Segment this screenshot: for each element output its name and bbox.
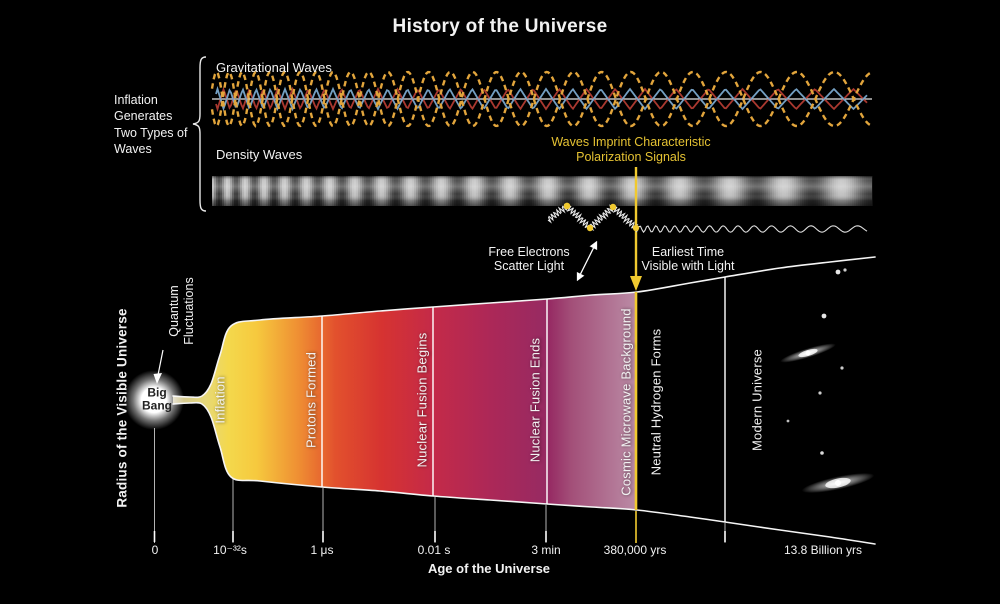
density-strip-shading <box>212 176 872 206</box>
x-axis-title: Age of the Universe <box>427 561 551 576</box>
page-title: History of the Universe <box>392 16 608 37</box>
galaxies <box>780 268 875 493</box>
universe-cone <box>173 292 637 510</box>
polarization-note: Waves Imprint Characteristic Polarizatio… <box>551 135 711 164</box>
free-electrons-label: Free Electrons Scatter Light <box>488 245 570 274</box>
x-tick-1us: 1 μs <box>310 543 334 557</box>
x-tick-380000yrs: 380,000 yrs <box>603 543 667 557</box>
era-label-nuclear-fusion-begins: Nuclear Fusion Begins <box>414 332 430 468</box>
density-waves-label: Density Waves <box>216 147 303 162</box>
x-tick-13-8-billion-yrs: 13.8 Billion yrs <box>783 543 863 557</box>
gravitational-waves-label: Gravitational Waves <box>216 60 332 75</box>
brace <box>192 56 207 212</box>
era-label-inflation: Inflation <box>212 376 228 424</box>
photon-scattering-springs <box>547 202 868 234</box>
x-tick-0-01s: 0.01 s <box>417 543 451 557</box>
quantum-fluctuations-arrow <box>153 349 164 384</box>
inflation-generates-label: Inflation Generates Two Types of Waves <box>114 93 188 156</box>
quantum-fluctuations-label: Quantum Fluctuations <box>167 277 196 345</box>
cmb-marker <box>630 167 642 543</box>
scatter-double-arrow <box>576 240 598 282</box>
era-dividers <box>321 277 726 522</box>
big-bang-glow <box>124 370 184 430</box>
x-tick-3min: 3 min <box>531 543 561 557</box>
era-label-neutral-hydrogen-forms: Neutral Hydrogen Forms <box>648 328 664 476</box>
big-bang-label: Big Bang <box>142 385 172 412</box>
era-label-cosmic-microwave-background: Cosmic Microwave Background <box>618 308 634 496</box>
x-tick-1e-32s: 10⁻³²s <box>213 543 247 557</box>
gravitational-waves-pattern <box>210 70 873 128</box>
earliest-time-label: Earliest Time Visible with Light <box>641 245 735 274</box>
axis-ticks <box>153 531 726 542</box>
era-label-nuclear-fusion-ends: Nuclear Fusion Ends <box>527 337 543 463</box>
y-axis-label: Radius of the Visible Universe <box>114 308 130 508</box>
x-tick-0: 0 <box>151 543 159 557</box>
era-label-modern-universe: Modern Universe <box>749 349 765 451</box>
era-label-protons-formed: Protons Formed <box>303 351 319 449</box>
